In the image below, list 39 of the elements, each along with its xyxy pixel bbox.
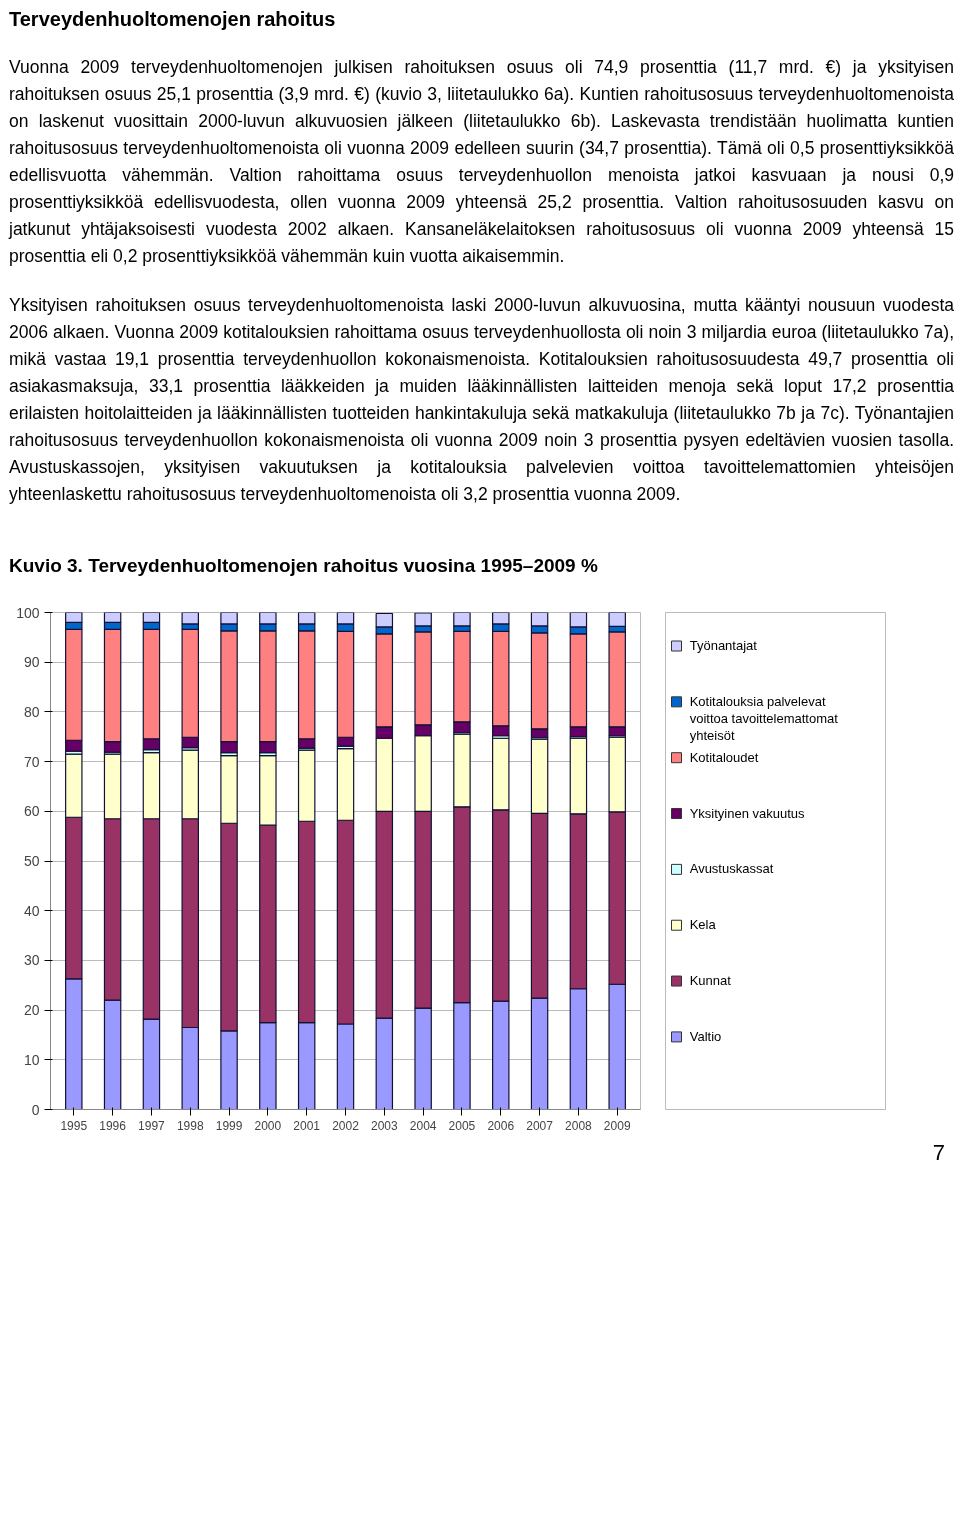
- x-tick-label: 2009: [603, 1118, 631, 1133]
- text: Terveydenhuoltomenojen rahoitus: [9, 7, 337, 32]
- y-tick-label: 80: [23, 703, 40, 720]
- y-tick-label: 10: [23, 1051, 40, 1068]
- legend-label: Yksityinen vakuutus: [689, 805, 806, 821]
- y-tick-label: 0: [31, 1101, 40, 1118]
- legend-label: Valtio: [689, 1028, 722, 1044]
- x-tick-label: 2007: [526, 1118, 554, 1133]
- y-tick-label: 30: [23, 952, 40, 969]
- y-tick-label: 20: [23, 1001, 40, 1018]
- x-tick-label: 2008: [565, 1118, 593, 1133]
- x-tick-label: 1997: [138, 1118, 166, 1133]
- x-tick-label: 2004: [409, 1118, 437, 1133]
- text: Yksityisen rahoituksen osuus terveydenhuoltomenoista laski 2000-luvun alkuvuosina, mutta kääntyi nousuun vuodesta 2006 alkaen. Vuonna 2009 kotitalouksien rahoittama osuus terveydenhuollosta oli noin 3 miljardia euroa (liitetaulukko 7a), mikä vastaa 19,1 prosenttia terveydenhuollon kokonaismenoista. Kotitalouksien rahoitusosuudesta 49,7 prosenttia oli asiakasmaksuja, 33,1 prosenttia lääkkeiden ja muiden lääkinnällisten laitteiden menoja sekä loput 17,2 prosenttia erilaisten hoitolaitteiden ja lääkinnällisten tuotteiden hankintakuluja sekä matkakuluja (liitetaulukko 7b ja 7c). Työnantajien rahoitusosuus terveydenhuollon kokonaismenoista oli vuonna 2009 noin 3 prosenttia pysyen edeltävien vuosien tasolla. Avustuskassojen, yksityisen vakuutuksen ja kotitalouksia palvelevien voittoa tavoittelemattomien yhteisöjen yhteenlaskettu rahoitusosuus terveydenhuoltomenoista oli 3,2 prosenttia vuonna 2009.: [9, 293, 954, 506]
- y-tick-label: 90: [23, 653, 40, 670]
- legend-label: Kela: [689, 916, 717, 932]
- legend-label: Työnantajat: [689, 637, 758, 653]
- x-tick-label: 1995: [60, 1118, 88, 1133]
- x-tick-label: 2003: [370, 1118, 398, 1133]
- y-tick-label: 60: [23, 803, 40, 819]
- x-tick-label: 2001: [293, 1118, 321, 1133]
- legend-label: Kunnat: [689, 972, 732, 988]
- legend-label: Avustuskassat: [689, 861, 774, 877]
- x-tick-label: 1999: [215, 1118, 243, 1133]
- x-tick-label: 1998: [176, 1118, 204, 1133]
- x-tick-label: 2000: [254, 1118, 282, 1133]
- y-tick-label: 40: [23, 902, 40, 919]
- legend-label: Kotitaloudet: [689, 749, 759, 765]
- legend-label: Kotitalouksia palvelevat voittoa tavoittelemattomat yhteisöt: [689, 693, 839, 744]
- text: 7: [931, 1138, 945, 1167]
- text: Vuonna 2009 terveydenhuoltomenojen julkisen rahoituksen osuus oli 74,9 prosenttia (11,7 mrd. €) ja yksityisen rahoituksen osuus 25,1 prosenttia (3,9 mrd. €) (kuvio 3, liitetaulukko 6a). Kuntien rahoitusosuus terveydenhuoltomenoista on laskenut vuosittain 2000-luvun alkuvuosien jälkeen (liitetaulukko 6b). Laskevasta trendistään huolimatta kuntien rahoitusosuus terveydenhuoltomenoista oli vuonna 2009 edelleen suurin (34,7 prosenttia). Tämä oli 0,5 prosenttiyksikköä edellisvuotta vähemmän. Valtion rahoittama osuus terveydenhuollon menoista jatkoi kasvuaan ja nousi 0,9 prosenttiyksikköä edellisvuodesta, ollen vuonna 2009 yhteensä 25,2 prosenttia. Valtion rahoitusosuuden kasvu on jatkunut yhtäjaksoisesti vuodesta 2002 alkaen. Kansaneläkelaitoksen rahoitusosuus oli vuonna 2009 yhteensä 15 prosenttia eli 0,2 prosenttiyksikköä vähemmän kuin vuotta aikaisemmin.: [9, 55, 954, 268]
- y-tick-label: 100: [16, 604, 40, 621]
- y-tick-label: 50: [23, 852, 40, 869]
- y-tick-label: 70: [23, 753, 40, 770]
- chart-title: Kuvio 3. Terveydenhuoltomenojen rahoitus vuosina 1995–2009 %: [9, 553, 599, 578]
- x-tick-label: 2006: [487, 1118, 515, 1133]
- x-tick-label: 2002: [332, 1118, 360, 1133]
- x-tick-label: 1996: [99, 1118, 127, 1133]
- x-tick-label: 2005: [448, 1118, 476, 1133]
